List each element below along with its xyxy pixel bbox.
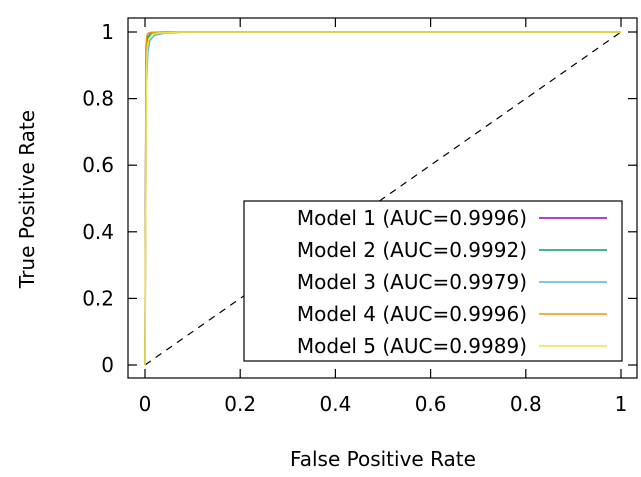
x-axis-label: False Positive Rate [290, 447, 476, 471]
legend-label-model-5: Model 5 (AUC=0.9989) [297, 334, 527, 358]
y-tick-label: 0.8 [82, 87, 114, 111]
axis-tick-labels: 0 0.2 0.4 0.6 0.8 1 0 0.2 0.4 0.6 0.8 1 [82, 20, 627, 416]
plot-frame [127, 17, 638, 379]
x-tick-label: 0.6 [415, 392, 447, 416]
y-tick-label: 1 [101, 20, 114, 44]
plot-border [127, 17, 638, 379]
y-tick-label: 0.6 [82, 153, 114, 177]
chance-diagonal [144, 31, 622, 366]
legend-label-model-2: Model 2 (AUC=0.9992) [297, 238, 527, 262]
roc-series [144, 31, 622, 366]
y-axis-label: True Positive Rate [15, 110, 39, 289]
legend-label-model-3: Model 3 (AUC=0.9979) [297, 270, 527, 294]
x-tick-label: 1 [615, 392, 628, 416]
y-tick-label: 0.4 [82, 220, 114, 244]
axis-ticks [128, 18, 637, 378]
legend-box [243, 200, 623, 362]
x-tick-label: 0.2 [224, 392, 256, 416]
y-tick-label: 0.2 [82, 286, 114, 310]
chance-line [144, 31, 622, 366]
legend-label-model-4: Model 4 (AUC=0.9996) [297, 302, 527, 326]
x-tick-label: 0.4 [319, 392, 351, 416]
series-line-model-5 [144, 31, 621, 366]
x-tick-label: 0 [139, 392, 152, 416]
x-tick-label: 0.8 [510, 392, 542, 416]
legend: Model 1 (AUC=0.9996) Model 2 (AUC=0.9992)… [243, 200, 623, 362]
legend-label-model-1: Model 1 (AUC=0.9996) [297, 206, 527, 230]
y-tick-label: 0 [101, 353, 114, 377]
